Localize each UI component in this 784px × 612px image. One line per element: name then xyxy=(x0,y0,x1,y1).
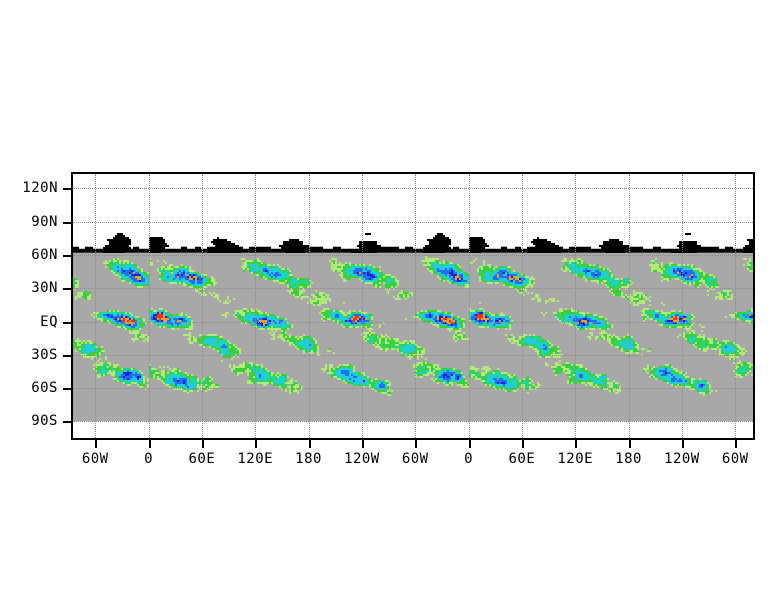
y-tick-mark xyxy=(63,254,71,257)
x-tick-mark xyxy=(468,440,471,448)
y-tick-label-60N: 60N xyxy=(31,246,58,263)
x-tick-mark xyxy=(628,440,631,448)
y-tick-mark xyxy=(63,188,71,191)
x-tick-mark xyxy=(308,440,311,448)
x-tick-label-300: 60W xyxy=(401,451,429,467)
x-tick-label-60: 60E xyxy=(188,451,216,467)
y-tick-mark xyxy=(63,321,71,324)
x-tick-label-420: 60E xyxy=(508,451,536,467)
x-tick-label-660: 60W xyxy=(721,451,749,467)
x-tick-mark xyxy=(148,440,151,448)
x-tick-mark xyxy=(575,440,578,448)
y-tick-mark xyxy=(63,388,71,391)
y-tick-mark xyxy=(63,221,71,224)
x-tick-mark xyxy=(415,440,418,448)
map-plot-frame xyxy=(71,172,755,440)
y-tick-label-30S: 30S xyxy=(31,346,58,363)
x-tick-label-0: 0 xyxy=(144,451,154,467)
y-tick-mark xyxy=(63,354,71,357)
y-tick-mark xyxy=(63,421,71,424)
y-tick-label-90N: 90N xyxy=(31,213,58,230)
x-tick-mark xyxy=(201,440,204,448)
y-tick-label-30N: 30N xyxy=(31,280,58,297)
y-tick-label-EQ: EQ xyxy=(40,313,58,330)
x-tick-label-120: 120E xyxy=(237,451,274,467)
global-heatmap-raster xyxy=(73,174,753,438)
x-tick-label-600: 120W xyxy=(664,451,700,467)
x-tick-label-480: 120E xyxy=(557,451,594,467)
x-tick-mark xyxy=(361,440,364,448)
x-tick-label-360: 0 xyxy=(464,451,474,467)
x-tick-label-240: 120W xyxy=(344,451,380,467)
y-tick-label-90S: 90S xyxy=(31,413,58,430)
y-tick-label-120N: 120N xyxy=(22,180,58,197)
x-tick-mark xyxy=(735,440,738,448)
y-tick-label-60S: 60S xyxy=(31,380,58,397)
x-tick-mark xyxy=(95,440,98,448)
x-tick-label--60: 60W xyxy=(81,451,109,467)
x-tick-label-540: 180 xyxy=(615,451,642,467)
x-tick-mark xyxy=(681,440,684,448)
x-tick-label-180: 180 xyxy=(295,451,322,467)
y-tick-mark xyxy=(63,288,71,291)
x-tick-mark xyxy=(255,440,258,448)
x-tick-mark xyxy=(521,440,524,448)
